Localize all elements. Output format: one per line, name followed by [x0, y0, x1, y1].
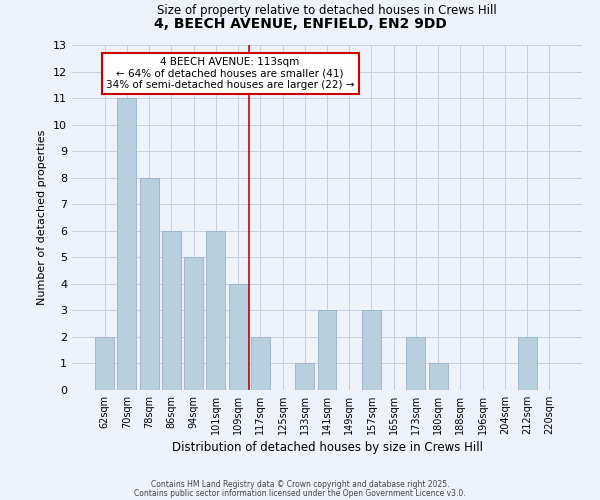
Bar — [295, 364, 314, 390]
Bar — [518, 337, 536, 390]
Bar — [118, 98, 136, 390]
Bar — [140, 178, 158, 390]
Y-axis label: Number of detached properties: Number of detached properties — [37, 130, 47, 305]
Bar — [95, 337, 114, 390]
Text: Contains public sector information licensed under the Open Government Licence v3: Contains public sector information licen… — [134, 488, 466, 498]
Title: Size of property relative to detached houses in Crews Hill: Size of property relative to detached ho… — [157, 4, 497, 18]
Bar — [206, 231, 225, 390]
Text: Contains HM Land Registry data © Crown copyright and database right 2025.: Contains HM Land Registry data © Crown c… — [151, 480, 449, 489]
Text: 4, BEECH AVENUE, ENFIELD, EN2 9DD: 4, BEECH AVENUE, ENFIELD, EN2 9DD — [154, 18, 446, 32]
Bar — [251, 337, 270, 390]
Bar — [229, 284, 248, 390]
Text: 4 BEECH AVENUE: 113sqm
← 64% of detached houses are smaller (41)
34% of semi-det: 4 BEECH AVENUE: 113sqm ← 64% of detached… — [106, 57, 355, 90]
Bar — [184, 258, 203, 390]
Bar — [162, 231, 181, 390]
Bar — [362, 310, 381, 390]
Bar — [317, 310, 337, 390]
X-axis label: Distribution of detached houses by size in Crews Hill: Distribution of detached houses by size … — [172, 441, 482, 454]
Bar — [406, 337, 425, 390]
Bar — [429, 364, 448, 390]
